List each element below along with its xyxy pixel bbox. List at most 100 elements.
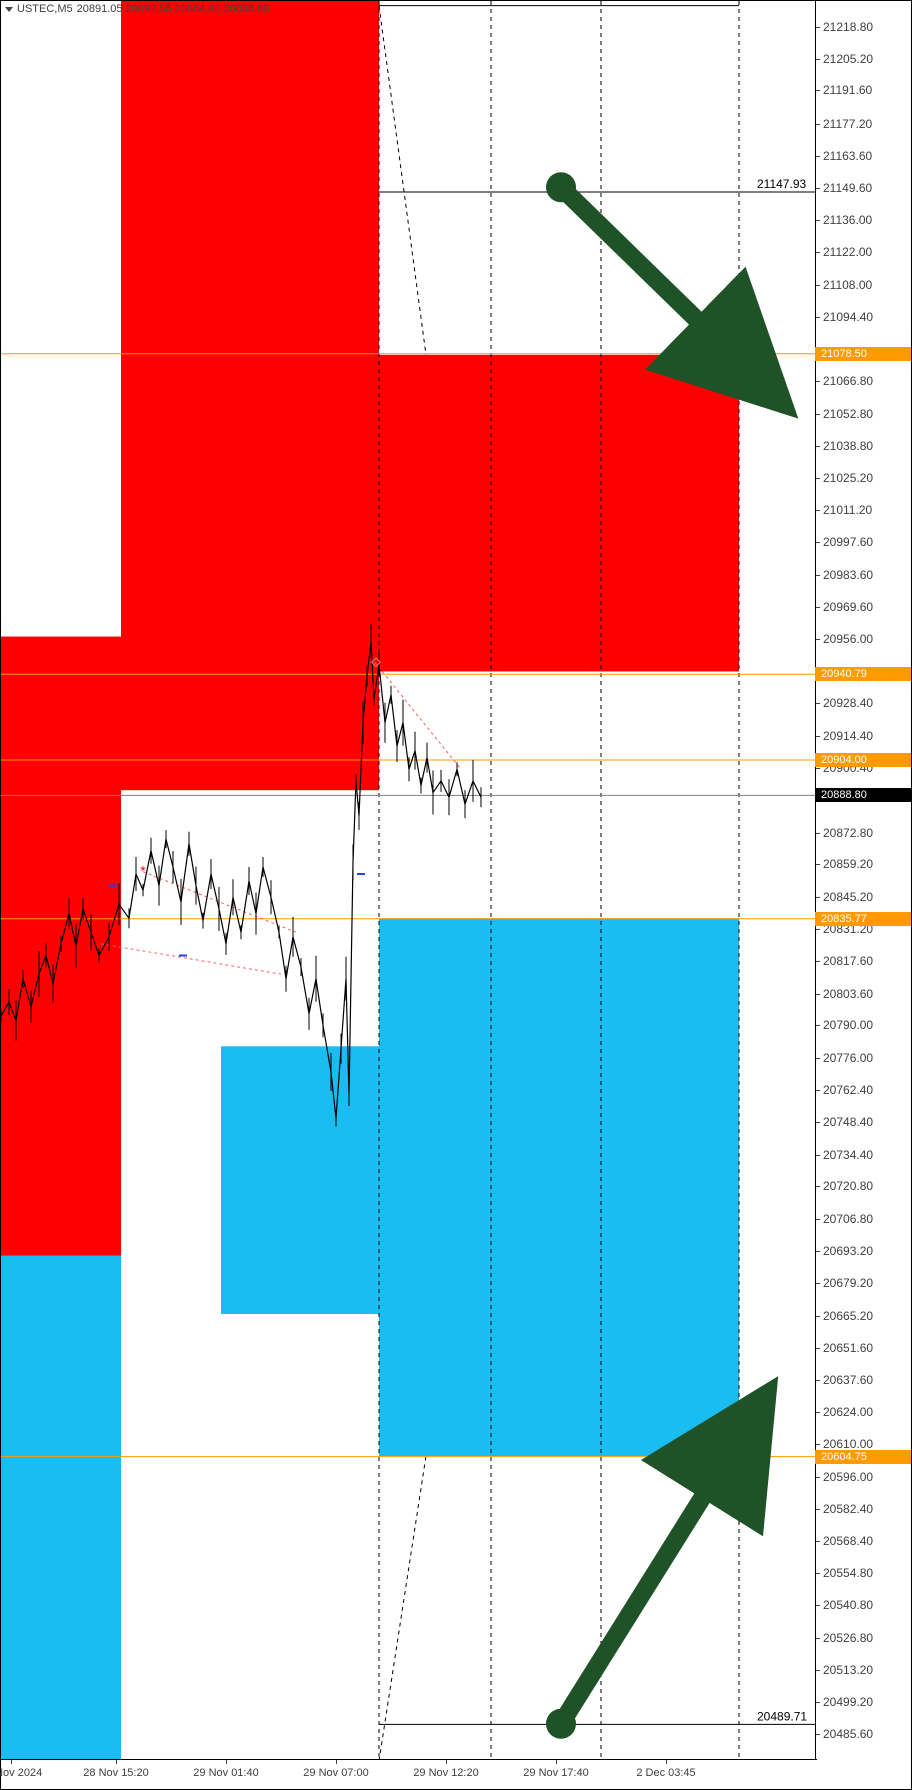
- y-tick-mark: [816, 575, 820, 576]
- y-tick-label: 20983.60: [815, 568, 911, 582]
- diagonal-dashed-line: [379, 1456, 426, 1761]
- x-tick-mark: [116, 1760, 117, 1764]
- y-tick-mark: [816, 1283, 820, 1284]
- y-tick-mark: [816, 1251, 820, 1252]
- y-tick-mark: [816, 1380, 820, 1381]
- y-tick-mark: [816, 1090, 820, 1091]
- y-tick-mark: [816, 929, 820, 930]
- y-tick-mark: [816, 478, 820, 479]
- y-tick-label: 20637.60: [815, 1373, 911, 1387]
- y-tick-label: 20776.00: [815, 1051, 911, 1065]
- y-tick-mark: [816, 994, 820, 995]
- y-tick-mark: [816, 317, 820, 318]
- y-tick-label: 20969.60: [815, 600, 911, 614]
- y-tick-mark: [816, 59, 820, 60]
- y-tick-mark: [816, 1122, 820, 1123]
- y-tick-mark: [816, 188, 820, 189]
- x-tick-mark: [666, 1760, 667, 1764]
- y-tick-label: 20540.80: [815, 1598, 911, 1612]
- zone-rect: [121, 1, 379, 790]
- y-tick-mark: [816, 833, 820, 834]
- x-tick-label: 29 Nov 12:20: [413, 1767, 478, 1779]
- y-tick-mark: [816, 1702, 820, 1703]
- y-tick-label: 21025.20: [815, 471, 911, 485]
- y-tick-label: 21136.00: [815, 213, 911, 227]
- y-tick-mark: [816, 1025, 820, 1026]
- y-tick-label: 21122.00: [815, 245, 911, 259]
- y-tick-label: 20872.80: [815, 826, 911, 840]
- zone-rect: [221, 1046, 379, 1314]
- x-tick-mark: [336, 1760, 337, 1764]
- y-tick-label: 20720.80: [815, 1179, 911, 1193]
- x-tick-mark: [446, 1760, 447, 1764]
- symbol-dropdown-icon[interactable]: [5, 7, 13, 12]
- y-tick-mark: [816, 1573, 820, 1574]
- y-tick-mark: [816, 542, 820, 543]
- y-tick-mark: [816, 1541, 820, 1542]
- x-tick-label: 29 Nov 07:00: [303, 1767, 368, 1779]
- y-tick-mark: [816, 1412, 820, 1413]
- y-axis: 21218.8021205.2021191.6021177.2021163.60…: [815, 1, 911, 1761]
- y-tick-mark: [816, 1219, 820, 1220]
- red-asterisk-marker: *: [140, 863, 146, 879]
- y-tick-mark: [816, 285, 820, 286]
- y-tick-mark: [816, 1638, 820, 1639]
- plot-area[interactable]: 21147.9320489.71*: [1, 1, 817, 1761]
- x-tick-mark: [11, 1760, 12, 1764]
- y-tick-label: 20706.80: [815, 1212, 911, 1226]
- y-tick-mark: [816, 446, 820, 447]
- y-tick-mark: [816, 381, 820, 382]
- y-tick-label: 20526.80: [815, 1631, 911, 1645]
- y-tick-mark: [816, 1605, 820, 1606]
- y-tick-mark: [816, 27, 820, 28]
- y-tick-label: 20734.40: [815, 1148, 911, 1162]
- price-label: 20604.75: [815, 1450, 911, 1464]
- y-tick-mark: [816, 864, 820, 865]
- y-tick-label: 20554.80: [815, 1566, 911, 1580]
- y-tick-label: 21191.60: [815, 83, 911, 97]
- zone-rect: [1, 1256, 121, 1761]
- y-tick-label: 21038.80: [815, 439, 911, 453]
- y-tick-mark: [816, 1734, 820, 1735]
- y-tick-label: 20859.20: [815, 857, 911, 871]
- ohlc-label: 20891.05 20892.55 20884.80 20888.80: [77, 3, 270, 15]
- y-tick-mark: [816, 1477, 820, 1478]
- y-tick-mark: [816, 1444, 820, 1445]
- y-tick-mark: [816, 1316, 820, 1317]
- diagonal-dashed-line: [379, 6, 426, 355]
- y-tick-label: 20790.00: [815, 1018, 911, 1032]
- symbol-label: USTEC,M5: [17, 3, 73, 15]
- y-tick-label: 20997.60: [815, 535, 911, 549]
- y-tick-mark: [816, 414, 820, 415]
- y-tick-label: 20596.00: [815, 1470, 911, 1484]
- red-trendline: [101, 944, 281, 974]
- y-tick-label: 21094.40: [815, 310, 911, 324]
- y-tick-label: 20817.60: [815, 954, 911, 968]
- y-tick-mark: [816, 1058, 820, 1059]
- y-tick-mark: [816, 1186, 820, 1187]
- x-tick-mark: [226, 1760, 227, 1764]
- x-tick-label: 28 Nov 15:20: [83, 1767, 148, 1779]
- y-tick-mark: [816, 639, 820, 640]
- price-label: 20835.77: [815, 912, 911, 926]
- y-tick-mark: [816, 1155, 820, 1156]
- y-tick-label: 20582.40: [815, 1502, 911, 1516]
- y-tick-mark: [816, 220, 820, 221]
- y-tick-label: 20651.60: [815, 1341, 911, 1355]
- arrow: [561, 187, 721, 343]
- x-tick-label: 2 Dec 03:45: [636, 1767, 695, 1779]
- y-tick-label: 20513.20: [815, 1663, 911, 1677]
- y-tick-mark: [816, 510, 820, 511]
- y-tick-label: 20485.60: [815, 1727, 911, 1741]
- y-tick-mark: [816, 607, 820, 608]
- y-tick-mark: [816, 1348, 820, 1349]
- y-tick-label: 20568.40: [815, 1534, 911, 1548]
- x-tick-mark: [556, 1760, 557, 1764]
- x-tick-label: 29 Nov 01:40: [193, 1767, 258, 1779]
- y-tick-label: 21149.60: [815, 181, 911, 195]
- y-tick-label: 21108.00: [815, 278, 911, 292]
- y-tick-label: 20748.40: [815, 1115, 911, 1129]
- y-tick-mark: [816, 736, 820, 737]
- y-tick-label: 20499.20: [815, 1695, 911, 1709]
- y-tick-mark: [816, 897, 820, 898]
